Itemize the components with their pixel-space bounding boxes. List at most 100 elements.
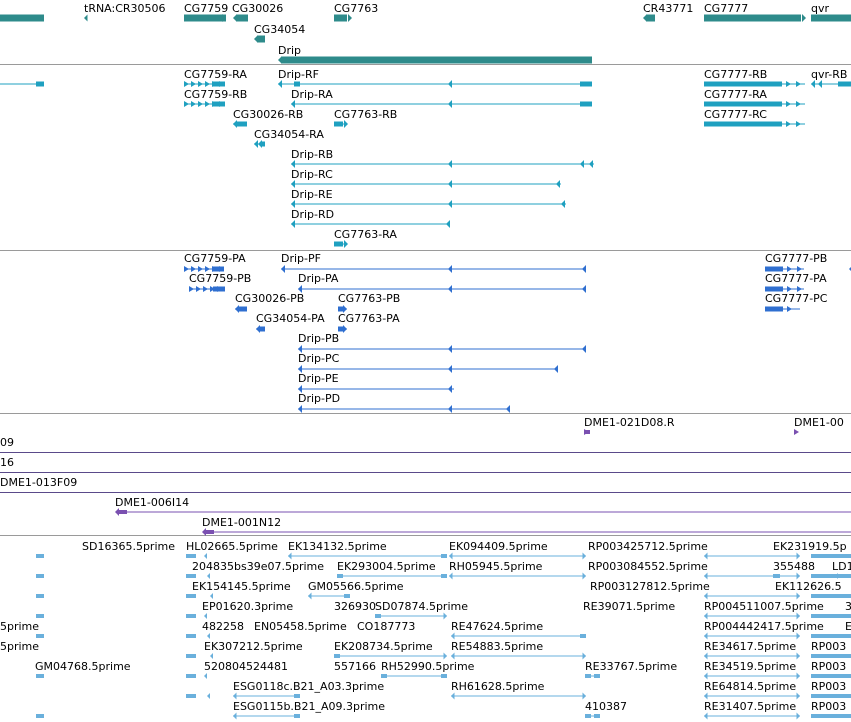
est-label[interactable]: RP003425712.5prime — [588, 540, 708, 553]
protein-feature-exon[interactable] — [239, 306, 247, 312]
est-feature[interactable] — [204, 673, 207, 679]
transcript-feature-exon[interactable] — [580, 101, 592, 107]
est-label[interactable]: CO187773 — [357, 620, 416, 633]
est-label[interactable]: GM05566.5prime — [308, 580, 404, 593]
est-feature[interactable] — [186, 574, 196, 578]
est-label[interactable]: RP004442417.5prime — [704, 620, 824, 633]
transcript-feature-exon[interactable] — [344, 120, 348, 128]
est-feature[interactable] — [811, 614, 851, 618]
gene-label[interactable]: CG7763 — [334, 2, 379, 15]
transcript-label[interactable]: CG30026-RB — [233, 108, 304, 121]
gene-feature[interactable] — [334, 14, 347, 22]
est-feature[interactable] — [233, 692, 237, 700]
protein-label[interactable]: CG7777-PB — [765, 252, 828, 265]
protein-feature-exon[interactable] — [298, 285, 302, 293]
est-feature[interactable] — [36, 594, 44, 598]
est-feature[interactable] — [294, 694, 300, 698]
est-feature[interactable] — [441, 674, 447, 678]
est-feature[interactable] — [796, 652, 801, 660]
transcript-label[interactable]: CG7759-RB — [184, 88, 248, 101]
transcript-feature[interactable] — [213, 101, 225, 107]
protein-feature[interactable] — [765, 306, 783, 312]
protein-label[interactable]: CG7777-PA — [765, 272, 827, 285]
transcript-feature-exon[interactable] — [291, 180, 295, 188]
est-feature[interactable] — [308, 592, 312, 600]
clone-end-feature[interactable] — [119, 510, 127, 514]
est-label[interactable]: ESG0118c.B21_A03.3prime — [233, 680, 385, 693]
clone-end-feature[interactable] — [115, 508, 119, 516]
transcript-feature-exon[interactable] — [233, 120, 237, 128]
est-feature[interactable] — [36, 574, 44, 578]
transcript-label[interactable]: CG34054-RA — [254, 128, 324, 141]
transcript-label[interactable]: CG7777-RB — [704, 68, 768, 81]
protein-label[interactable]: Drip-PD — [298, 392, 341, 405]
est-feature[interactable] — [207, 633, 210, 639]
est-feature[interactable] — [585, 674, 591, 678]
transcript-feature-exon[interactable] — [818, 80, 822, 88]
transcript-feature[interactable] — [796, 81, 801, 87]
est-feature[interactable] — [796, 712, 801, 720]
est-feature[interactable] — [36, 674, 44, 678]
est-feature[interactable] — [36, 714, 44, 718]
est-feature[interactable] — [582, 692, 587, 700]
gene-feature[interactable] — [647, 14, 655, 22]
est-feature[interactable] — [811, 554, 851, 558]
est-feature[interactable] — [582, 552, 587, 560]
protein-feature[interactable] — [184, 266, 189, 272]
est-feature[interactable] — [186, 674, 196, 678]
protein-feature[interactable] — [213, 286, 225, 292]
protein-feature-exon[interactable] — [343, 305, 347, 313]
protein-feature[interactable] — [198, 266, 203, 272]
est-feature[interactable] — [337, 574, 343, 578]
est-feature[interactable] — [451, 632, 455, 640]
transcript-feature[interactable] — [205, 101, 210, 107]
transcript-feature-exon[interactable] — [291, 200, 295, 208]
protein-label[interactable]: CG7759-PA — [184, 252, 246, 265]
clone-end-label[interactable]: DME1-013F09 — [0, 476, 78, 489]
transcript-feature[interactable] — [191, 81, 196, 87]
transcript-feature[interactable] — [704, 121, 782, 127]
est-feature[interactable] — [704, 652, 708, 660]
protein-feature[interactable] — [203, 286, 208, 292]
est-label[interactable]: HL02665.5prime — [186, 540, 278, 553]
est-label[interactable]: RE34519.5prime — [704, 660, 797, 673]
est-feature[interactable] — [811, 594, 851, 598]
protein-label[interactable]: CG7763-PB — [338, 292, 401, 305]
protein-label[interactable]: CG34054-PA — [256, 312, 325, 325]
protein-feature-exon[interactable] — [281, 265, 285, 273]
est-feature[interactable] — [186, 614, 196, 618]
est-label[interactable]: 410387 — [585, 700, 627, 713]
est-feature[interactable] — [204, 613, 207, 619]
est-feature[interactable] — [449, 572, 453, 580]
gene-feature[interactable] — [802, 14, 806, 22]
est-feature[interactable] — [375, 614, 381, 618]
gene-feature[interactable] — [643, 14, 647, 22]
transcript-feature-exon[interactable] — [811, 80, 815, 88]
protein-feature-exon[interactable] — [554, 365, 558, 373]
transcript-feature-exon[interactable] — [448, 200, 452, 208]
est-feature[interactable] — [186, 594, 196, 598]
transcript-feature[interactable] — [198, 101, 203, 107]
clone-end-feature[interactable] — [584, 430, 590, 434]
transcript-label[interactable]: CG7763-RB — [334, 108, 398, 121]
transcript-feature-exon[interactable] — [561, 200, 565, 208]
est-feature[interactable] — [204, 553, 207, 559]
protein-feature-exon[interactable] — [256, 325, 260, 333]
protein-feature-exon[interactable] — [235, 305, 239, 313]
est-feature[interactable] — [441, 554, 447, 558]
gene-label[interactable]: CG34054 — [254, 23, 306, 36]
est-feature[interactable] — [186, 694, 196, 698]
est-label[interactable]: RE33767.5prime — [585, 660, 678, 673]
est-feature[interactable] — [449, 552, 453, 560]
protein-feature-exon[interactable] — [448, 265, 452, 273]
protein-feature-exon[interactable] — [343, 325, 347, 333]
transcript-feature-exon[interactable] — [237, 121, 247, 127]
transcript-feature[interactable] — [191, 101, 196, 107]
protein-feature-exon[interactable] — [448, 405, 452, 413]
est-label[interactable]: RE34617.5prime — [704, 640, 797, 653]
est-label[interactable]: SD07874.5prime — [375, 600, 468, 613]
est-feature[interactable] — [704, 592, 708, 600]
est-feature[interactable] — [594, 674, 600, 678]
transcript-feature[interactable] — [205, 81, 210, 87]
est-feature[interactable] — [210, 593, 213, 599]
